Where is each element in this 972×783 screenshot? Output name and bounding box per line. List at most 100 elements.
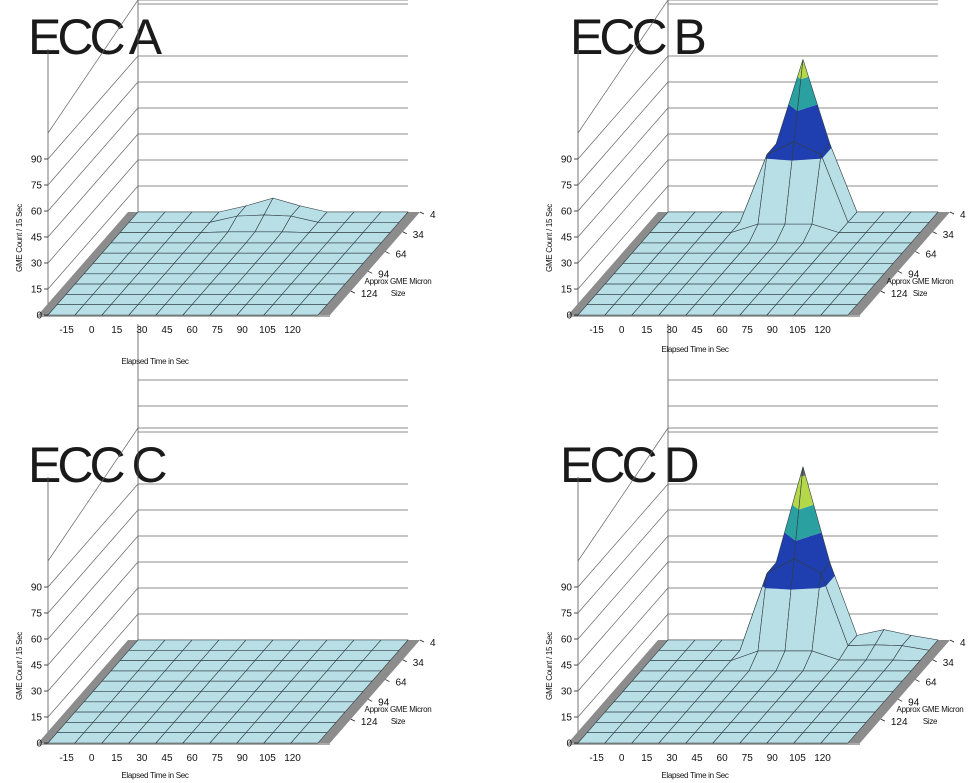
x-tick-label: 105	[259, 753, 276, 764]
x-tick-label: -15	[589, 325, 604, 336]
floor-left-edge	[568, 640, 668, 743]
side-gridline	[47, 561, 139, 666]
x-tick-label: 105	[789, 753, 806, 764]
z-tick-label: 94	[908, 269, 920, 280]
x-tick-label: 120	[814, 325, 831, 336]
z-tick-label: 34	[413, 230, 425, 241]
z-tick-mark	[402, 659, 407, 663]
surface-cell	[757, 558, 795, 652]
y-tick-label: 15	[561, 285, 573, 296]
z-tick-label: 64	[925, 678, 937, 689]
y-tick-label: 30	[31, 687, 43, 698]
chart-title: ECC B	[570, 9, 704, 65]
z-tick-mark	[897, 698, 903, 702]
z-tick-mark	[932, 659, 937, 663]
side-gridline	[577, 483, 669, 588]
surface-mesh	[577, 466, 939, 744]
surface-band-facet	[798, 475, 814, 510]
x-tick-label: 75	[212, 753, 224, 764]
y-axis-label: GME Count / 15 Sec	[545, 632, 554, 700]
z-tick-label: 124	[361, 717, 378, 728]
z-tick-mark	[350, 718, 356, 722]
x-tick-label: 45	[161, 325, 173, 336]
surface-band-facet	[790, 558, 821, 590]
x-tick-label: 120	[284, 753, 301, 764]
y-tick-label: 60	[31, 635, 43, 646]
z-tick-label: 4	[430, 210, 436, 221]
x-tick-label: 105	[259, 325, 276, 336]
y-axis-tick-labels: 0 15 30 45 60 75 90	[31, 155, 48, 322]
z-tick-label: 34	[943, 230, 955, 241]
y-tick-label: 90	[31, 155, 43, 166]
surface-band-facet	[758, 158, 792, 225]
floor-right-edge	[848, 212, 950, 315]
z-tick-mark	[367, 698, 373, 702]
y-axis-tick-labels: 0 15 30 45 60 75 90	[31, 583, 48, 750]
x-tick-label: 0	[89, 753, 95, 764]
surface-mesh	[47, 639, 409, 744]
x-tick-label: -15	[59, 753, 74, 764]
x-tick-label: 30	[666, 753, 678, 764]
x-axis-tick-labels: -15 0 15 30 45 60 75 90 105 120	[589, 325, 831, 336]
x-axis-label: Elapsed Time in Sec	[661, 345, 729, 354]
x-tick-label: 90	[767, 325, 779, 336]
x-axis-label: Elapsed Time in Sec	[661, 771, 729, 780]
x-tick-label: 30	[136, 753, 148, 764]
x-axis-tick-labels: -15 0 15 30 45 60 75 90 105 120	[59, 325, 301, 336]
z-tick-label: 34	[943, 658, 955, 669]
x-tick-label: 45	[691, 325, 703, 336]
surface-mesh	[47, 197, 409, 316]
side-gridline	[577, 81, 669, 186]
chart-panel-ecc-c: ECC C 0 15 30 45 60 75 90 -15 0 15 30 45 60 75 90 105 1…	[15, 324, 436, 780]
y-axis-label: GME Count / 15 Sec	[15, 632, 24, 700]
x-tick-label: 90	[237, 325, 249, 336]
surface-band-facet	[767, 532, 796, 574]
z-tick-mark	[350, 290, 356, 294]
floor-right-edge	[318, 212, 420, 315]
surface-cell	[820, 732, 858, 744]
surface-band-facet	[822, 147, 857, 223]
y-tick-label: 90	[31, 583, 43, 594]
surface-band-facet	[795, 504, 822, 541]
x-tick-label: 15	[111, 753, 123, 764]
z-axis-label-line2: Size	[391, 289, 406, 298]
surface-band-facet	[812, 586, 848, 661]
z-axis-label-line1: Approx GME Micron	[365, 277, 432, 286]
side-gridline	[47, 535, 139, 640]
x-tick-label: 45	[161, 753, 173, 764]
surface-facet	[820, 304, 858, 316]
x-tick-label: 120	[814, 753, 831, 764]
surface-band-facet	[765, 558, 794, 590]
x-axis-tick-labels: -15 0 15 30 45 60 75 90 105 120	[59, 753, 301, 764]
floor-right-edge	[318, 640, 420, 743]
x-axis-label: Elapsed Time in Sec	[121, 357, 189, 366]
x-tick-label: 30	[136, 325, 148, 336]
z-tick-label: 94	[378, 697, 390, 708]
z-tick-label: 64	[925, 250, 937, 261]
z-tick-mark	[932, 231, 937, 235]
x-tick-label: 60	[187, 325, 199, 336]
surface-band-facet	[794, 104, 830, 155]
side-gridline	[47, 133, 139, 238]
side-gridline	[47, 0, 139, 134]
z-tick-label: 4	[960, 210, 966, 221]
z-tick-label: 124	[891, 289, 908, 300]
x-tick-label: -15	[59, 325, 74, 336]
x-tick-label: 0	[89, 325, 95, 336]
y-tick-label: 60	[31, 207, 43, 218]
side-gridline	[47, 613, 139, 718]
side-gridline	[577, 427, 669, 562]
y-tick-label: 45	[31, 661, 43, 672]
z-tick-label: 4	[960, 638, 966, 649]
y-tick-label: 30	[561, 259, 573, 270]
x-tick-label: 75	[742, 325, 754, 336]
z-tick-mark	[949, 211, 955, 215]
surface-cell	[290, 732, 328, 744]
surface-band-facet	[797, 76, 818, 111]
side-gridline	[47, 159, 139, 264]
surface-band-facet	[758, 588, 791, 651]
side-gridline	[577, 133, 669, 238]
